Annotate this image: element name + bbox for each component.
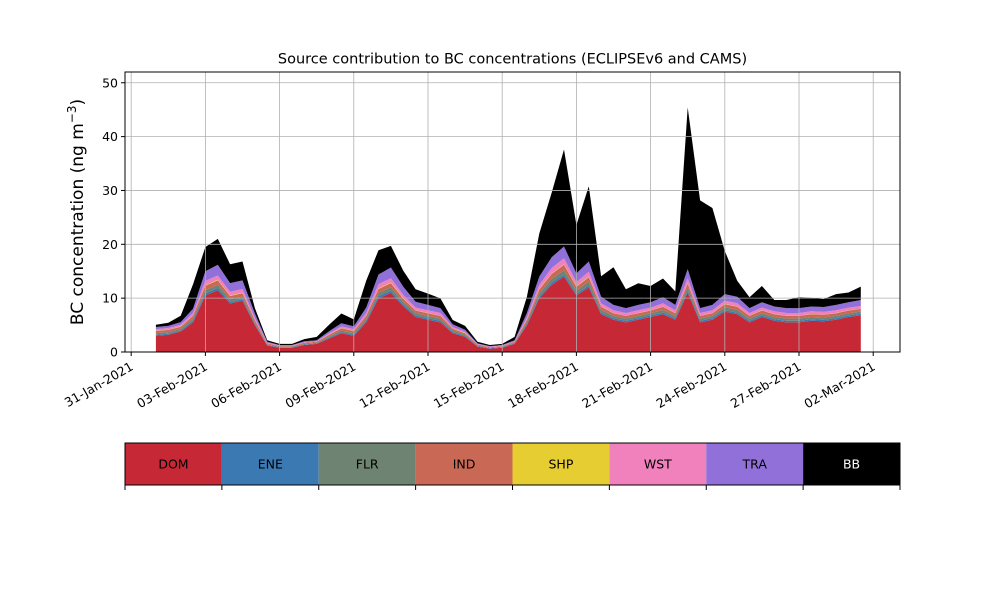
legend-swatch-flr [318, 443, 416, 485]
y-axis: 0 10 20 30 40 50 [102, 75, 125, 360]
chart-title: Source contribution to BC concentrations… [278, 52, 747, 68]
legend-label-wst: WST [644, 457, 672, 472]
y-tick-label: 0 [110, 345, 118, 360]
y-tick-label: 50 [102, 75, 118, 90]
legend-swatch-bb [803, 443, 900, 485]
legend-label-ene: ENE [258, 457, 283, 472]
legend-label-tra: TRA [742, 457, 768, 472]
y-axis-label: BC concentration (ng m−3) [65, 99, 88, 325]
legend-label-dom: DOM [158, 457, 188, 472]
legend-label-shp: SHP [549, 457, 574, 472]
legend-label-bb: BB [843, 457, 860, 472]
legend-colorbar: DOM ENE FLR IND SHP WST TRA BB [124, 442, 901, 490]
y-tick-label: 40 [102, 129, 118, 144]
y-tick-label: 20 [102, 237, 118, 252]
legend-swatch-dom [125, 443, 222, 485]
y-tick-label: 10 [102, 291, 118, 306]
legend-swatch-wst [609, 443, 707, 485]
legend-label-ind: IND [453, 457, 476, 472]
gridlines [125, 72, 900, 353]
area-series-bb [155, 107, 861, 347]
y-axis-label-main: BC concentration (ng m [68, 123, 88, 325]
legend-swatch-ene [221, 443, 319, 485]
y-axis-label-close: ) [68, 99, 88, 106]
legend-swatch-tra [706, 443, 804, 485]
legend-swatch-ind [415, 443, 513, 485]
legend-swatch-shp [512, 443, 610, 485]
y-tick-label: 30 [102, 183, 118, 198]
area-series-dom [155, 276, 861, 352]
y-axis-label-superscript: −3 [65, 105, 79, 123]
stacked-areas [155, 107, 861, 352]
legend-label-flr: FLR [356, 457, 379, 472]
plot-frame [124, 71, 901, 353]
